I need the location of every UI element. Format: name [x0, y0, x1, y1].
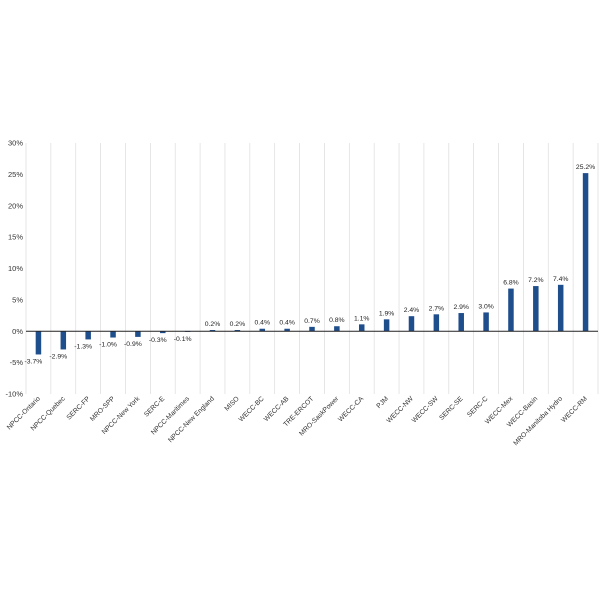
bar [458, 313, 464, 332]
bar [508, 288, 514, 332]
category-label: MISO [224, 395, 241, 412]
data-label: 7.4% [553, 276, 569, 283]
y-tick-label: 0% [12, 327, 23, 336]
bar [135, 331, 141, 337]
data-label: 0.4% [279, 320, 295, 327]
data-label: 0.8% [329, 317, 345, 324]
data-label: -0.3% [149, 337, 167, 344]
y-tick-label: -5% [10, 358, 24, 367]
bar [309, 326, 315, 332]
data-label: -0.9% [124, 341, 142, 348]
data-label: 25.2% [576, 164, 595, 171]
data-labels: -3.7% -2.9% -1.3% -1.0% -0.9% -0.3% -0.1% 0.2% 0… [25, 164, 596, 365]
data-label: 0.2% [205, 321, 221, 328]
data-label: -3.7% [25, 358, 43, 365]
data-label: 0.4% [255, 320, 271, 327]
bar [60, 331, 67, 350]
data-label: 3.0% [478, 303, 494, 310]
data-label: 0.7% [304, 318, 320, 325]
bar [209, 329, 216, 332]
bar [110, 331, 116, 338]
data-label: 1.1% [354, 315, 370, 322]
data-label: 0.2% [230, 321, 246, 328]
category-label: WECC-SW [411, 395, 440, 424]
data-label: -2.9% [49, 353, 67, 360]
y-tick-label: 15% [8, 233, 23, 242]
gridlines [25, 143, 599, 394]
category-label: WECC-CA [337, 395, 365, 423]
bar [557, 284, 564, 332]
bar [85, 331, 91, 340]
category-labels: NPCC-OntarioNPCC-QuebecSERC-FPMRO-SPPNPC… [6, 395, 589, 447]
bar [582, 173, 589, 332]
data-label: 7.2% [528, 277, 544, 284]
bar [234, 329, 241, 332]
category-label: MRO-Manitoba Hydro [512, 395, 564, 447]
category-label: SERC-E [143, 395, 166, 418]
category-label: SERC-SE [438, 395, 465, 422]
category-label: WECC-BC [238, 395, 266, 423]
bar [284, 328, 290, 332]
bars [35, 173, 589, 355]
y-tick-label: 10% [8, 264, 23, 273]
y-tick-label: 5% [12, 295, 23, 304]
data-label: 2.9% [453, 304, 469, 311]
y-tick-label: -10% [5, 390, 23, 399]
bar [160, 331, 166, 334]
category-label: SERC-FP [66, 395, 92, 421]
y-axis-ticks: 30% 25% 20% 15% 10% 5% 0% -5% -10% [5, 139, 23, 399]
bar [483, 312, 489, 332]
data-label: 2.7% [429, 305, 445, 312]
data-label: -0.1% [174, 336, 192, 343]
data-label: -1.0% [99, 342, 117, 349]
bar [259, 328, 266, 332]
bar [334, 326, 340, 332]
data-label: 2.4% [404, 307, 420, 314]
data-label: 1.9% [379, 310, 395, 317]
bar [35, 331, 42, 355]
bar [433, 314, 440, 332]
bar [533, 286, 539, 332]
category-label: NPCC-New England [167, 395, 216, 444]
y-tick-label: 30% [8, 139, 23, 148]
category-label: PJM [375, 395, 390, 410]
data-label: 6.8% [503, 280, 519, 287]
y-tick-label: 25% [8, 170, 23, 179]
category-label: SERC-C [466, 395, 489, 418]
category-label: WECC-RM [560, 395, 589, 424]
bar [358, 324, 365, 332]
y-tick-label: 20% [8, 201, 23, 210]
bar [383, 319, 390, 332]
data-label: -1.3% [74, 343, 92, 350]
bar [408, 316, 415, 332]
